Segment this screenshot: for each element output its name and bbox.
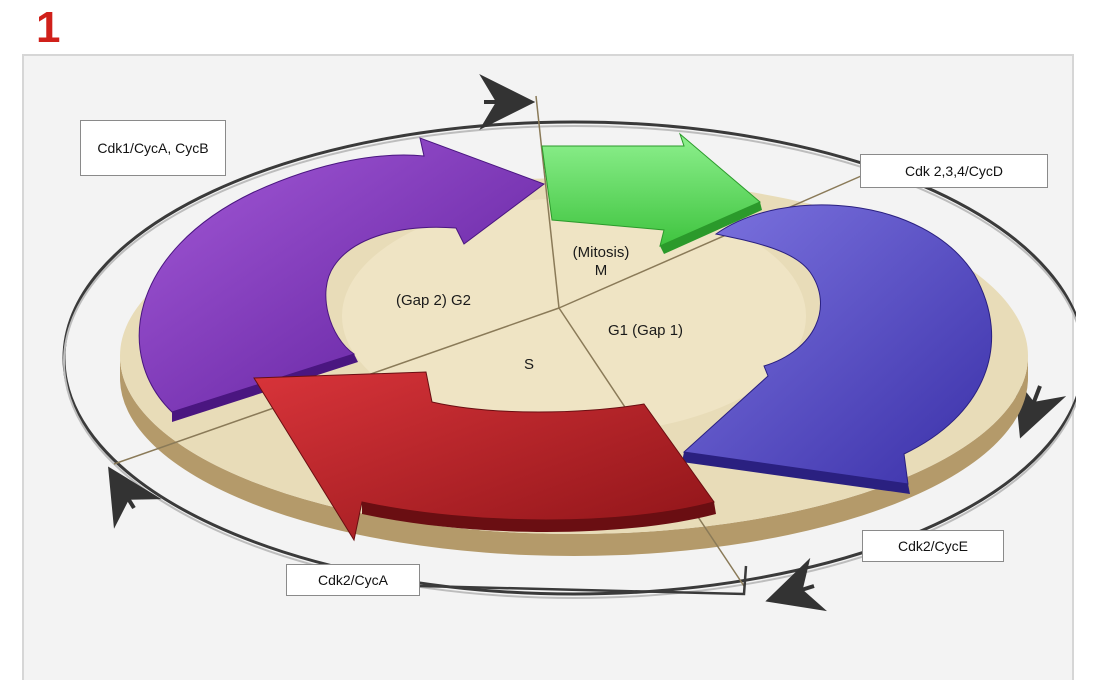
label-mitosis: (Mitosis) M <box>556 244 646 280</box>
label-g1: G1 (Gap 1) <box>608 322 684 339</box>
right-orbit-arrow <box>1013 376 1067 439</box>
s-arrow <box>253 371 715 542</box>
label-cdk2-cyce: Cdk2/CycE <box>862 530 1004 562</box>
divider-m-g1 <box>558 165 885 309</box>
cell-cycle-diagram: Cdk1/CycA, CycB Cdk 2,3,4/CycD Cdk2/CycE… <box>22 54 1076 680</box>
outer-cycle-ring-shadow <box>63 125 1076 599</box>
g2-arrow <box>138 137 546 413</box>
left-orbit-arrow <box>108 466 162 529</box>
figure-number: 1 <box>36 3 61 52</box>
inner-hub <box>342 198 806 434</box>
g1-arrow-edge <box>682 452 910 494</box>
g1-arrow <box>682 204 993 485</box>
label-g2: (Gap 2) G2 <box>396 292 472 309</box>
bottom-right-orbit-arrow <box>765 557 828 612</box>
label-mitosis-line1: (Mitosis) <box>572 244 630 261</box>
label-cdk2-cyca: Cdk2/CycA <box>286 564 420 596</box>
mitosis-arrow-edge <box>660 202 762 254</box>
label-mitosis-line2: M <box>594 262 608 279</box>
label-s: S <box>524 356 535 373</box>
cdk2-cyca-connector <box>419 565 748 596</box>
s-arrow-edge <box>362 502 716 532</box>
label-cdk234-cycd: Cdk 2,3,4/CycD <box>860 154 1048 188</box>
label-cdk1-cyca-cycb: Cdk1/CycA, CycB <box>80 120 226 176</box>
cell-cycle-graphic <box>62 74 1076 612</box>
divider-m-g2 <box>535 95 560 309</box>
